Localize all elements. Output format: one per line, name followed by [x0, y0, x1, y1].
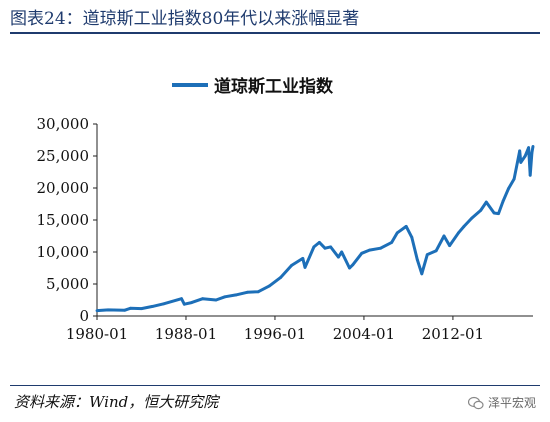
data-point — [348, 266, 351, 270]
data-point — [268, 284, 271, 288]
y-tick-label: 30,000 — [37, 115, 90, 133]
data-point — [329, 245, 332, 249]
data-point — [512, 177, 516, 181]
legend-swatch — [172, 82, 208, 87]
watermark: 泽平宏观 — [467, 394, 536, 411]
title-rule — [10, 32, 540, 34]
data-point — [256, 290, 260, 294]
data-point — [368, 248, 371, 252]
x-tick-label: 2012-01 — [422, 325, 484, 343]
data-point — [360, 251, 364, 255]
data-point — [290, 264, 293, 267]
data-point — [395, 231, 399, 235]
data-point — [201, 297, 205, 301]
data-point — [190, 301, 193, 304]
x-tick-label: 1996-01 — [244, 325, 306, 343]
chart-plot-area — [95, 145, 535, 313]
watermark-text: 泽平宏观 — [487, 396, 536, 410]
source-rule — [10, 385, 540, 386]
data-point — [162, 302, 166, 306]
data-point — [140, 307, 143, 310]
data-point — [531, 145, 535, 148]
data-point — [457, 231, 460, 235]
data-point — [404, 225, 408, 228]
data-point — [129, 306, 132, 310]
data-point — [507, 187, 510, 191]
legend: 道琼斯工业指数 — [172, 72, 333, 97]
y-tick-label: 5,000 — [46, 275, 89, 293]
data-point — [351, 263, 355, 267]
data-point — [303, 266, 307, 269]
wechat-icon — [467, 396, 484, 409]
x-tick-label: 1988-01 — [155, 325, 217, 343]
data-point — [479, 209, 483, 212]
data-point — [470, 216, 474, 220]
y-tick-label: 15,000 — [37, 211, 90, 229]
data-point — [379, 246, 382, 250]
legend-label: 道琼斯工业指数 — [214, 77, 333, 97]
y-tick-label: 20,000 — [37, 179, 90, 197]
y-tick-label: 25,000 — [37, 147, 90, 165]
data-point — [518, 149, 522, 153]
data-point — [442, 234, 446, 238]
data-point — [180, 297, 183, 301]
data-point — [106, 308, 110, 312]
data-point — [318, 241, 321, 244]
data-point — [312, 245, 316, 249]
data-point — [527, 146, 530, 150]
data-point — [425, 253, 429, 256]
data-point — [497, 212, 500, 216]
x-tick-label: 2004-01 — [333, 325, 395, 343]
data-point — [501, 200, 505, 203]
data-point — [528, 173, 532, 177]
data-point — [214, 298, 218, 302]
data-point — [95, 309, 99, 312]
data-point — [340, 250, 344, 254]
data-point — [434, 249, 438, 253]
data-point — [323, 246, 327, 250]
data-point — [234, 293, 238, 297]
data-point — [390, 241, 394, 244]
data-point — [279, 276, 282, 279]
data-point — [484, 200, 488, 204]
data-point — [182, 302, 186, 306]
series-line — [96, 146, 535, 313]
data-point — [492, 211, 496, 215]
x-tick-label: 1980-01 — [66, 325, 128, 343]
data-point — [123, 308, 127, 312]
data-point — [337, 255, 340, 259]
data-point — [151, 305, 155, 308]
y-tick-label: 0 — [79, 307, 89, 325]
source-note: 资料来源：Wind，恒大研究院 — [14, 393, 219, 411]
data-point — [223, 295, 227, 299]
data-point — [415, 258, 419, 262]
data-point — [530, 151, 534, 155]
data-point — [448, 244, 451, 248]
data-point — [519, 161, 523, 164]
data-point — [410, 235, 414, 239]
figure-title: 图表24：道琼斯工业指数80年代以来涨幅显著 — [10, 9, 360, 29]
data-point — [523, 154, 527, 158]
data-point — [301, 257, 305, 260]
data-point — [420, 272, 424, 276]
chart-axes: 0 5,000 10,000 15,000 20,000 25,000 30,000 1980… — [37, 115, 533, 343]
y-tick-label: 10,000 — [37, 243, 90, 261]
data-point — [462, 225, 466, 228]
data-point — [245, 290, 249, 294]
